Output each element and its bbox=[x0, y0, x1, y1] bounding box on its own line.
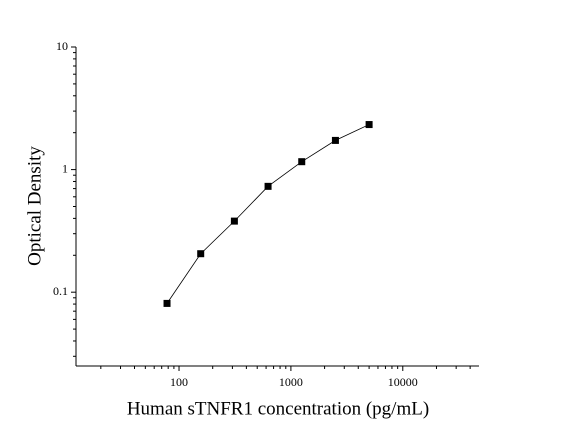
y-tick-label: 1 bbox=[62, 161, 68, 175]
x-tick-label: 100 bbox=[170, 375, 188, 389]
x-tick-label: 1000 bbox=[279, 375, 303, 389]
data-point bbox=[264, 182, 272, 190]
data-point bbox=[230, 217, 238, 225]
data-point bbox=[331, 136, 339, 144]
y-tick-label: 10 bbox=[56, 39, 68, 53]
x-axis-label: Human sTNFR1 concentration (pg/mL) bbox=[127, 398, 429, 419]
data-point bbox=[365, 121, 373, 129]
series-line bbox=[166, 124, 370, 304]
data-point bbox=[298, 158, 306, 166]
data-point bbox=[163, 299, 171, 307]
data-point bbox=[197, 250, 205, 258]
y-axis-label: Optical Density bbox=[24, 146, 45, 266]
y-tick-label: 0.1 bbox=[53, 284, 68, 298]
x-tick-label: 10000 bbox=[388, 375, 418, 389]
